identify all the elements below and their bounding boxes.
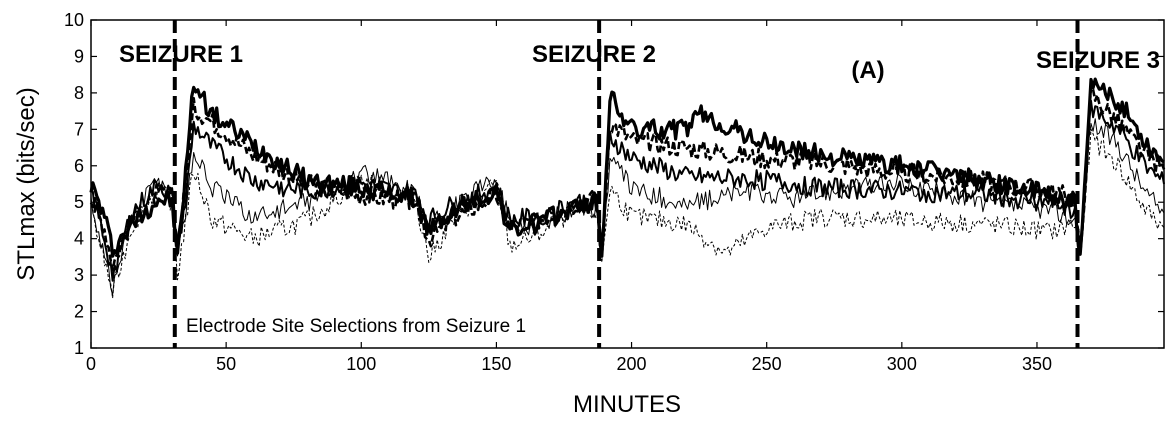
x-tick-label: 350 xyxy=(1022,354,1052,374)
x-tick-label: 100 xyxy=(346,354,376,374)
x-tick-label: 250 xyxy=(752,354,782,374)
panel-label: (A) xyxy=(851,57,884,84)
y-tick-label: 5 xyxy=(74,192,84,212)
series-line-2 xyxy=(89,85,1166,272)
y-axis-title: STLmax (bits/sec) xyxy=(13,87,40,280)
series-line-4 xyxy=(90,118,1165,296)
x-tick-label: 0 xyxy=(86,354,96,374)
y-tick-label: 10 xyxy=(64,10,84,30)
series-layer xyxy=(89,77,1166,299)
y-tick-label: 8 xyxy=(74,83,84,103)
seizure-markers: SEIZURE 1 SEIZURE 2 SEIZURE 3 xyxy=(119,20,1160,348)
x-tick-label: 300 xyxy=(887,354,917,374)
series-line-5 xyxy=(90,128,1165,299)
y-tick-label: 6 xyxy=(74,156,84,176)
y-tick-label: 4 xyxy=(74,229,84,249)
y-tick-label: 7 xyxy=(74,119,84,139)
x-axis-title: MINUTES xyxy=(573,391,681,418)
series-line-3 xyxy=(90,99,1165,282)
y-tick-label: 2 xyxy=(74,302,84,322)
x-tick-label: 50 xyxy=(216,354,236,374)
y-tick-label: 1 xyxy=(74,338,84,358)
seizure-label-1: SEIZURE 1 xyxy=(119,41,243,68)
x-tick-label: 150 xyxy=(481,354,511,374)
y-tick-label: 3 xyxy=(74,265,84,285)
x-tick-label: 200 xyxy=(617,354,647,374)
seizure-label-3: SEIZURE 3 xyxy=(1036,47,1160,74)
electrode-annotation: Electrode Site Selections from Seizure 1 xyxy=(186,316,526,337)
plot-frame xyxy=(90,19,1165,349)
axis-ticks: 0 50 100 150 200 250 300 350 1 2 3 4 5 6 7 8 9 10 xyxy=(64,10,1164,374)
seizure-label-2: SEIZURE 2 xyxy=(532,41,656,68)
series-line-1 xyxy=(89,77,1165,258)
y-tick-label: 9 xyxy=(74,46,84,66)
